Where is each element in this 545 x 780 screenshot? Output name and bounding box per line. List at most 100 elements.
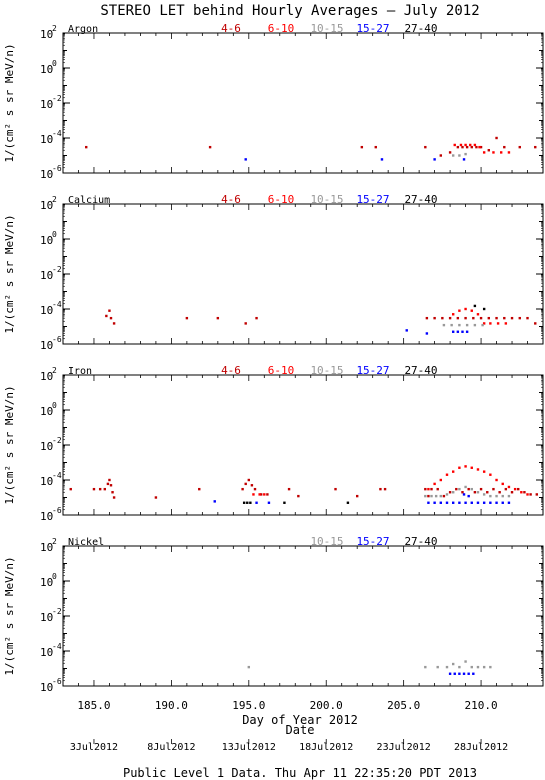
date-axis-label: Date — [286, 723, 315, 737]
data-point — [427, 494, 430, 498]
data-point — [487, 149, 491, 152]
data-point — [458, 665, 461, 669]
data-point — [470, 466, 473, 469]
data-point — [479, 145, 483, 149]
data-point — [495, 501, 498, 504]
data-point — [448, 672, 452, 675]
data-point — [465, 323, 469, 327]
data-point — [216, 316, 220, 320]
data-point — [259, 493, 263, 496]
series-6-10 — [453, 143, 511, 154]
data-point — [487, 316, 491, 320]
series-15-27 — [244, 158, 466, 161]
data-point — [451, 470, 455, 473]
date-tick-label: 23Jul2012 — [377, 742, 431, 753]
data-point — [208, 145, 212, 149]
data-point — [467, 494, 470, 498]
data-point — [253, 487, 257, 491]
data-point — [433, 158, 436, 161]
data-point — [470, 665, 473, 669]
data-point — [255, 316, 258, 320]
y-tick-exponent: -4 — [52, 300, 62, 309]
data-point — [473, 323, 477, 327]
data-point — [242, 501, 246, 504]
series-27-40 — [242, 501, 350, 504]
data-point — [448, 316, 452, 320]
data-point — [441, 316, 444, 320]
data-point — [482, 322, 486, 325]
series-4-6 — [105, 309, 537, 325]
data-point — [464, 307, 467, 311]
data-point — [425, 332, 429, 335]
data-point — [482, 470, 486, 473]
data-point — [458, 672, 461, 675]
y-tick-label: 10 — [40, 475, 53, 488]
data-point — [442, 494, 446, 498]
data-point — [479, 487, 483, 491]
data-point — [198, 487, 201, 491]
data-point — [436, 665, 439, 669]
x-tick-label: 200.0 — [310, 699, 343, 712]
y-tick-exponent: -4 — [52, 471, 62, 480]
panel-argon: Argon 4-6 6-10 10-15 15-27 27-4010210010-210-… — [3, 22, 544, 181]
series-15-27 — [213, 493, 511, 504]
x-tick-label: 185.0 — [77, 699, 110, 712]
data-point — [535, 493, 539, 496]
legend-4-6: 4-6 — [221, 22, 241, 35]
data-point — [450, 323, 453, 327]
y-tick-label: 10 — [40, 541, 53, 554]
series-10-15 — [247, 660, 492, 669]
data-point — [455, 487, 458, 491]
panel-nickel: Nickel 10-15 15-27 27-4010210010-210-410-61… — [3, 535, 544, 694]
panel-element-label: Argon — [68, 24, 98, 35]
y-ticks — [62, 203, 544, 345]
data-point — [451, 154, 455, 157]
data-point — [98, 487, 102, 491]
data-point — [476, 313, 480, 316]
data-point — [433, 316, 436, 320]
legend-15-27: 15-27 — [356, 535, 389, 548]
data-point — [185, 316, 189, 320]
y-tick-exponent: 0 — [52, 572, 57, 581]
data-point — [458, 501, 461, 504]
data-point — [255, 501, 258, 504]
x-tick-label: 210.0 — [465, 699, 498, 712]
data-point — [476, 491, 480, 494]
data-point — [529, 493, 532, 496]
data-point — [439, 501, 443, 504]
data-point — [439, 154, 443, 157]
data-point — [498, 491, 501, 494]
data-point — [451, 313, 455, 316]
y-tick-exponent: 2 — [52, 195, 57, 204]
data-point — [467, 672, 470, 675]
data-point — [467, 487, 470, 491]
data-point — [451, 491, 455, 494]
series-6-10 — [252, 465, 529, 496]
y-tick-exponent: 0 — [52, 401, 57, 410]
data-point — [111, 491, 114, 494]
data-point — [453, 143, 456, 147]
data-point — [492, 487, 495, 491]
data-point — [439, 478, 443, 482]
footer-text: Public Level 1 Data. Thu Apr 11 22:35:20… — [123, 766, 477, 780]
data-point — [499, 151, 503, 154]
x-tick-label: 190.0 — [155, 699, 188, 712]
data-point — [445, 473, 449, 476]
data-point — [486, 491, 489, 494]
date-tick-label: 28Jul2012 — [454, 742, 508, 753]
panels: Argon 4-6 6-10 10-15 15-27 27-4010210010-210-… — [3, 22, 544, 694]
y-tick-label: 10 — [40, 576, 53, 589]
data-point — [473, 491, 477, 494]
legend-15-27: 15-27 — [356, 22, 389, 35]
series-10-15 — [424, 485, 511, 498]
data-point — [247, 665, 251, 669]
y-tick-exponent: 2 — [52, 24, 57, 33]
data-point — [482, 665, 486, 669]
data-point — [501, 501, 504, 504]
legend-10-15: 10-15 — [310, 535, 343, 548]
legend-10-15: 10-15 — [310, 193, 343, 206]
series-10-15 — [442, 323, 484, 327]
plot-frame — [62, 203, 544, 345]
y-tick-exponent: 2 — [52, 366, 57, 375]
